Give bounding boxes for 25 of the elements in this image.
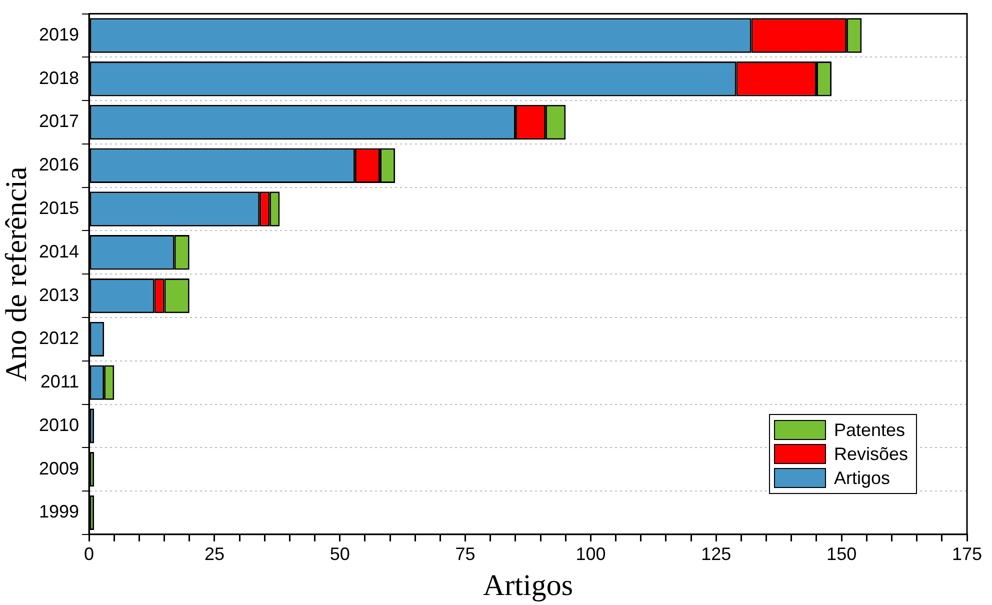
x-tick-label: 25 [204,544,224,564]
y-tick-label: 2019 [38,24,80,44]
x-tick-label: 100 [576,544,606,564]
y-tick-label: 2018 [38,68,80,88]
y-tick-label: 1999 [38,502,80,522]
y-tick-label: 2013 [38,284,80,305]
x-tick-label: 0 [84,544,94,564]
legend-label: Patentes [834,420,906,441]
y-axis-title: Ano de referência [0,166,33,382]
y-tick-label: 2014 [38,241,80,262]
x-tick-label: 125 [701,544,732,564]
y-tick-label: 2010 [38,414,80,435]
y-tick-label: 2017 [38,111,80,132]
x-tick-label: 75 [455,544,476,564]
x-tick-label: 150 [826,544,857,564]
y-tick-label: 2016 [38,154,80,175]
y-tick-label: 2009 [38,458,80,478]
y-tick-label: 2011 [40,372,80,392]
y-tick-label: 2015 [38,198,80,218]
y-tick-label: 2012 [38,328,80,348]
legend-label: Revisões [834,444,908,465]
x-tick-label: 175 [952,544,982,564]
legend-label: Artigos [834,468,890,489]
x-axis-title: Artigos [483,568,574,602]
x-tick-label: 50 [330,544,350,564]
